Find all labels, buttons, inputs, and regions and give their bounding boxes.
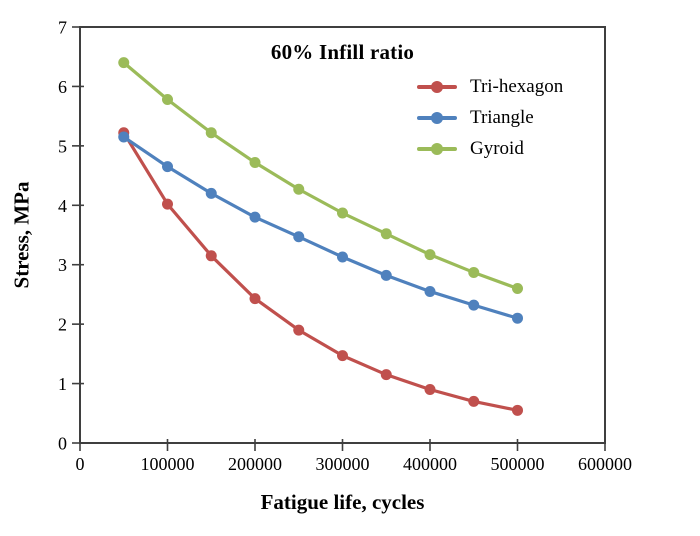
svg-text:6: 6 (58, 77, 67, 97)
legend-marker-tri-hexagon-icon (417, 74, 457, 99)
x-axis-title: Fatigue life, cycles (260, 490, 425, 514)
legend-label: Tri-hexagon (470, 75, 564, 97)
chart-title: 60% Infill ratio (270, 40, 415, 64)
svg-text:600000: 600000 (578, 454, 632, 474)
svg-text:5: 5 (58, 136, 67, 156)
svg-text:400000: 400000 (403, 454, 457, 474)
svg-text:200000: 200000 (228, 454, 282, 474)
legend-marker-triangle-icon (417, 105, 457, 130)
legend-item-tri-hexagon: Tri-hexagon (417, 74, 563, 99)
legend-item-triangle: Triangle (417, 105, 563, 130)
legend-label: Triangle (470, 106, 534, 128)
legend: Tri-hexagon Triangle Gyroid (417, 74, 563, 161)
svg-text:100000: 100000 (141, 454, 195, 474)
svg-text:300000: 300000 (316, 454, 370, 474)
svg-text:500000: 500000 (491, 454, 545, 474)
legend-marker-gyroid-icon (417, 136, 457, 161)
svg-text:2: 2 (58, 315, 67, 335)
svg-text:3: 3 (58, 255, 67, 275)
svg-text:4: 4 (58, 196, 67, 216)
svg-text:0: 0 (58, 434, 67, 454)
svg-text:7: 7 (58, 18, 67, 38)
svg-text:1: 1 (58, 374, 67, 394)
svg-text:0: 0 (76, 454, 85, 474)
legend-item-gyroid: Gyroid (417, 136, 563, 161)
y-axis-title: Stress, MPa (9, 181, 34, 289)
legend-label: Gyroid (470, 137, 524, 159)
